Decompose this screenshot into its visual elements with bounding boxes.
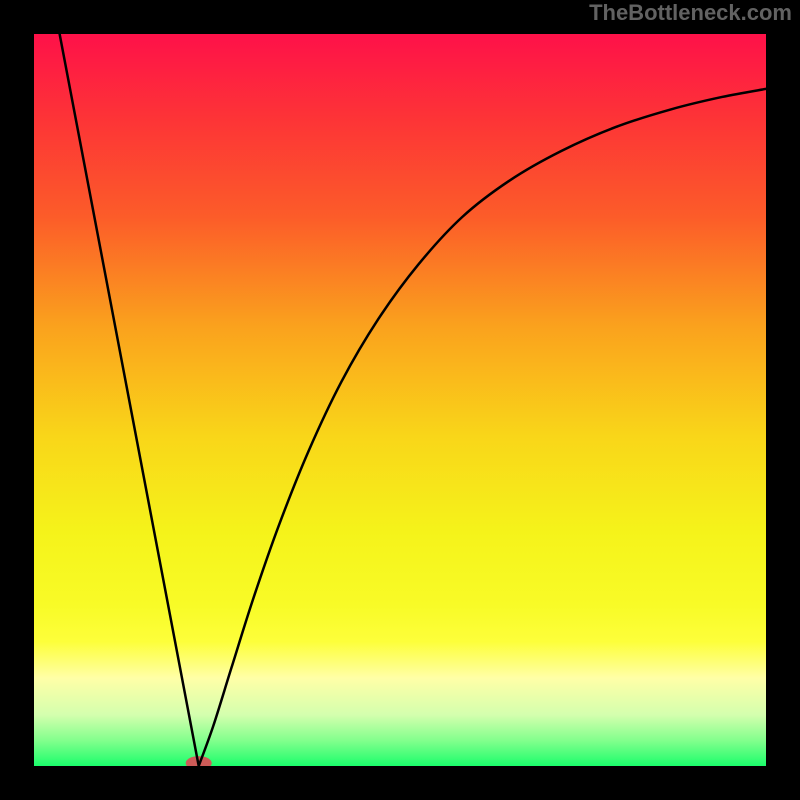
chart-svg (34, 34, 766, 766)
chart-background (34, 34, 766, 766)
plot-area (34, 34, 766, 766)
watermark-text: TheBottleneck.com (589, 0, 792, 26)
